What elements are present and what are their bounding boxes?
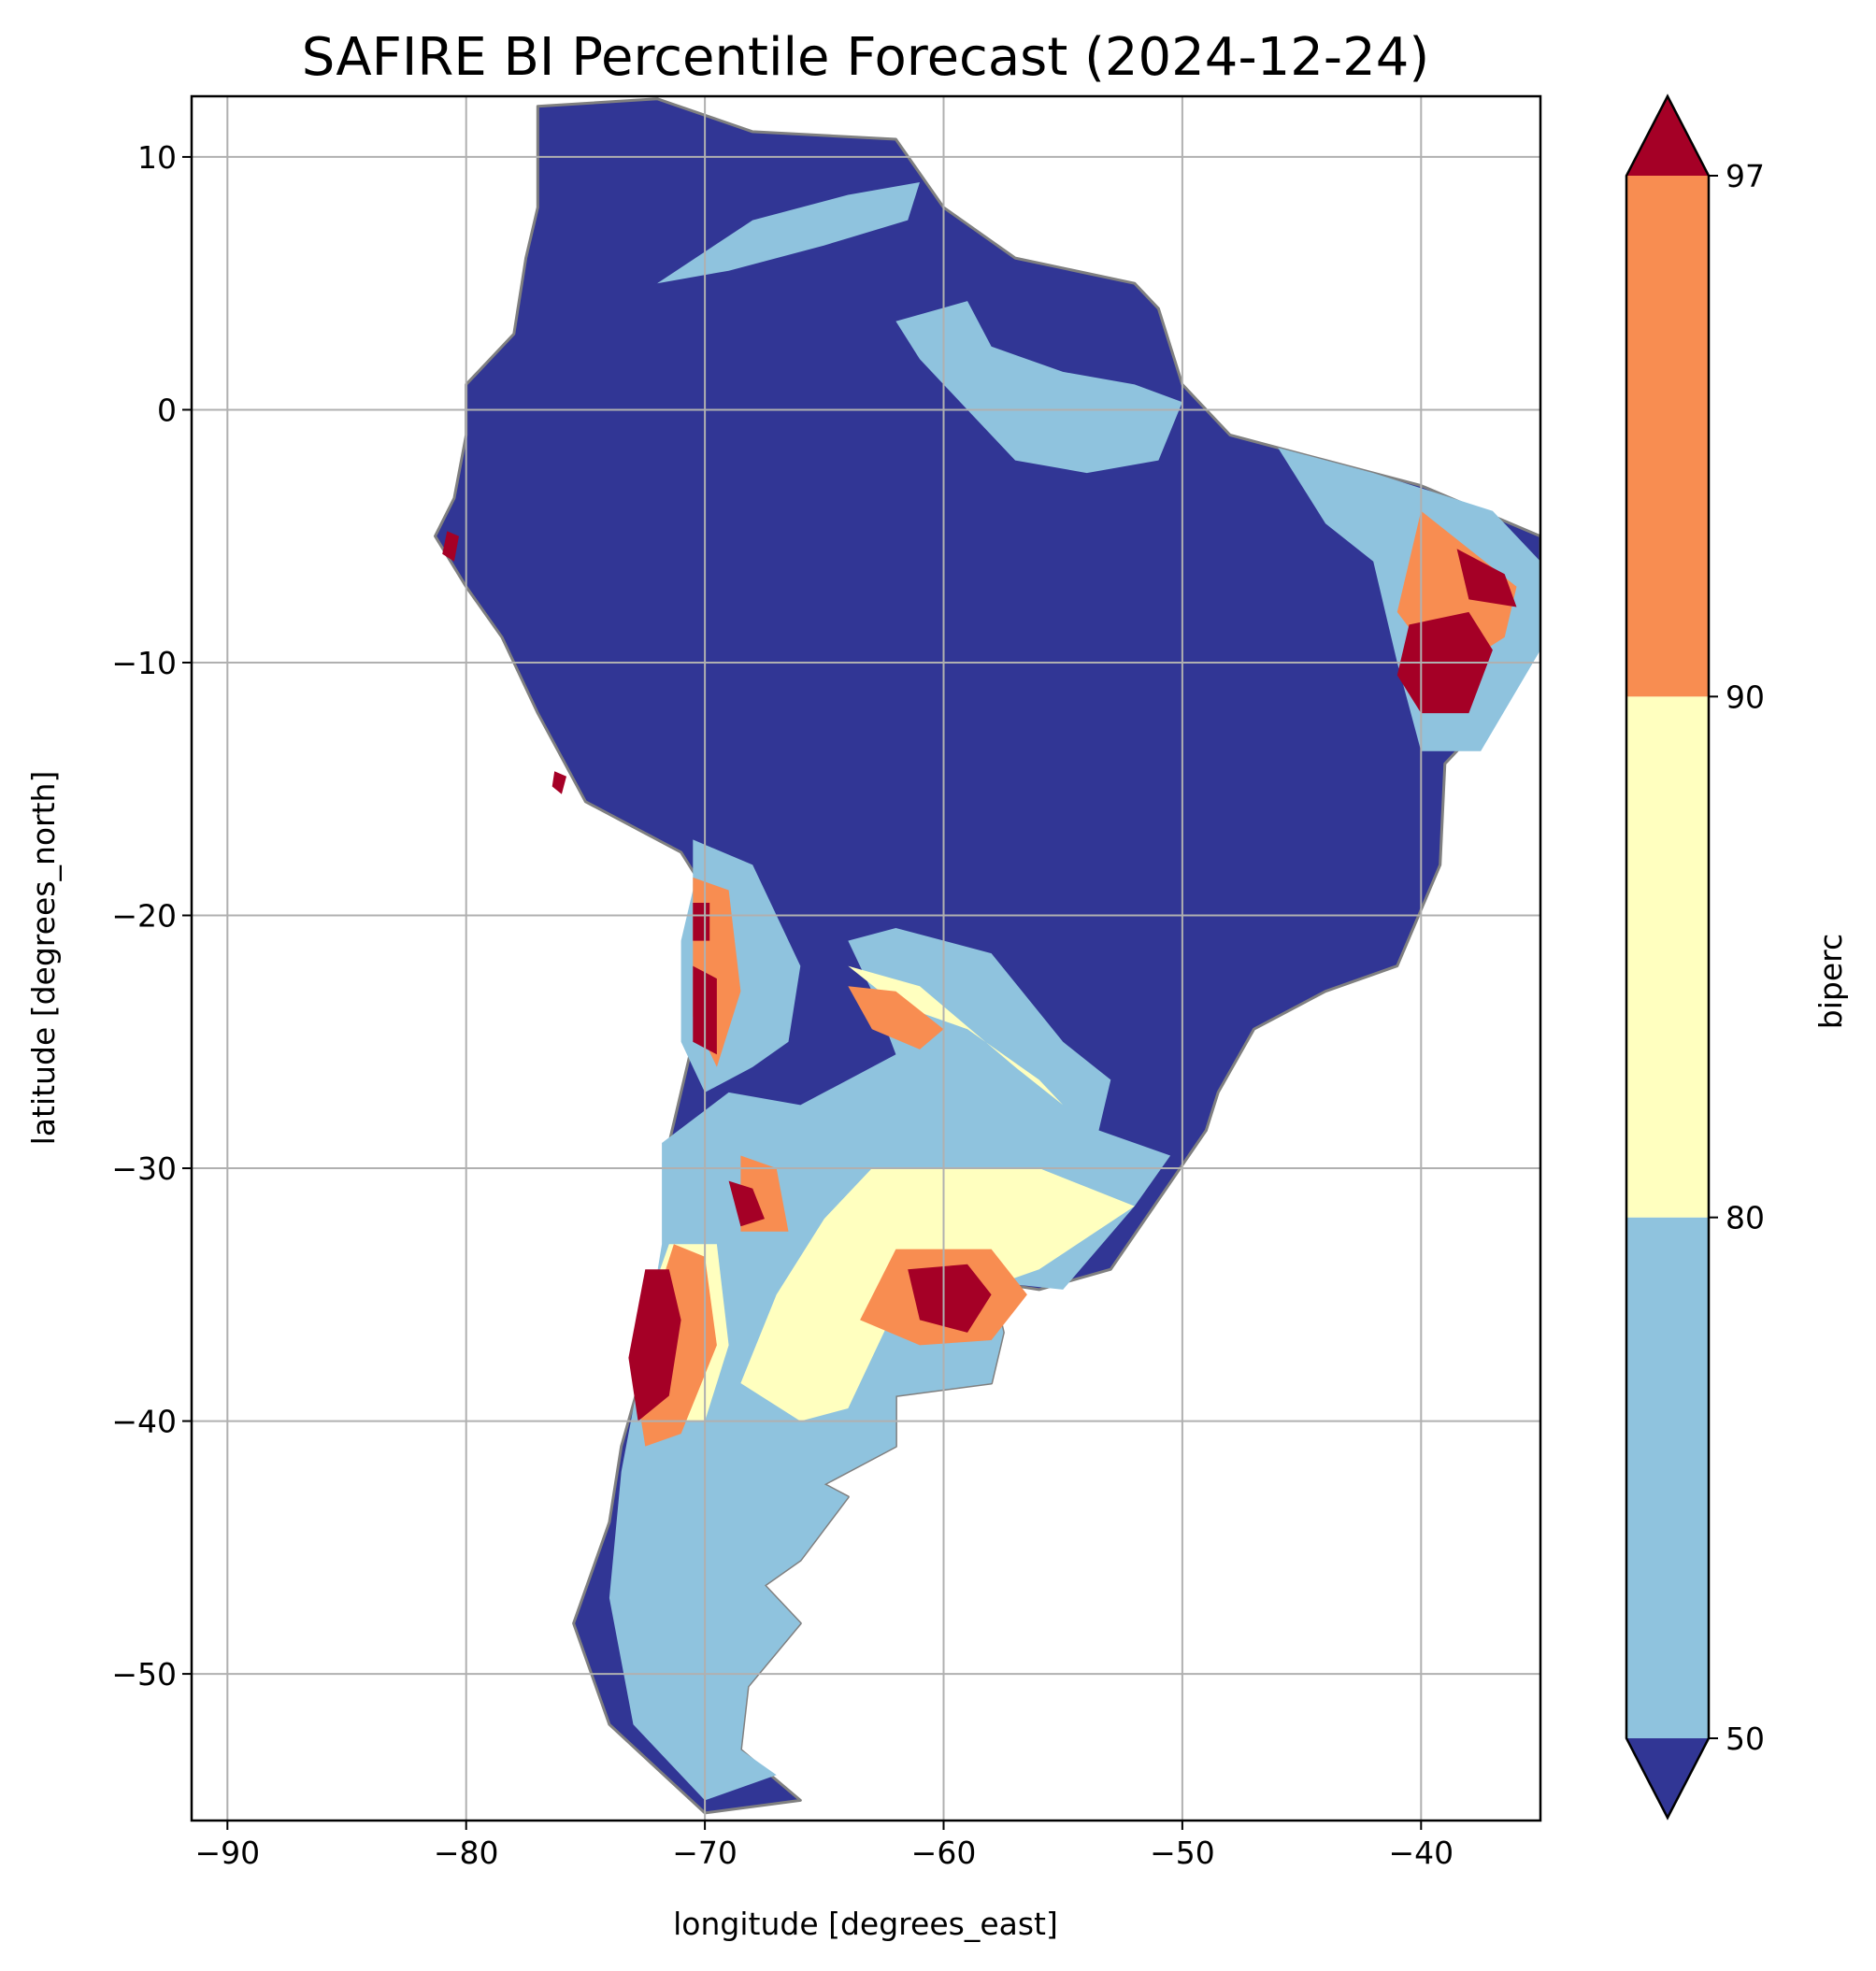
y-tick-label: −50	[111, 1656, 177, 1692]
region-above-97	[1456, 549, 1517, 607]
x-tick-label: −70	[672, 1835, 738, 1871]
x-tick-label: −60	[911, 1835, 977, 1871]
x-tick-label: −80	[434, 1835, 499, 1871]
y-tick-label: −20	[111, 898, 177, 935]
colorbar-band	[1626, 696, 1709, 1218]
region-50-80	[895, 301, 1182, 474]
region-above-97	[551, 771, 566, 794]
x-tick-label: −50	[1150, 1835, 1215, 1871]
x-tick-label: −90	[194, 1835, 260, 1871]
y-axis-label: latitude [degrees_north]	[25, 771, 62, 1146]
data-layer	[434, 97, 1540, 1815]
colorbar-under-arrow	[1626, 1738, 1709, 1818]
region-above-97	[728, 1180, 765, 1227]
x-tick-label: −40	[1388, 1835, 1454, 1871]
colorbar-band	[1626, 1217, 1709, 1738]
y-tick-label: 0	[157, 392, 177, 428]
colorbar-tick-label: 97	[1726, 158, 1765, 194]
map-axes: −90 −80 −70 −60 −50 −40 10 0 −10 −20 −30 −40 −50	[111, 94, 1542, 1871]
x-axis-label: longitude [degrees_east]	[673, 1906, 1058, 1942]
region-above-97	[693, 903, 710, 941]
gridlines	[192, 96, 1540, 1821]
region-50-80	[657, 182, 920, 284]
x-axis-ticks: −90 −80 −70 −60 −50 −40	[194, 1821, 1454, 1871]
region-50-80	[609, 928, 1171, 1801]
colorbar-over-arrow	[1626, 96, 1709, 176]
region-90-97	[848, 986, 944, 1050]
region-above-97	[628, 1269, 681, 1421]
y-tick-label: −10	[111, 645, 177, 681]
colorbar-tick-label: 50	[1726, 1721, 1765, 1757]
y-tick-label: −30	[111, 1150, 177, 1187]
map-title: SAFIRE BI Percentile Forecast (2024-12-2…	[302, 27, 1429, 88]
region-above-97	[908, 1264, 992, 1333]
colorbar-label: biperc	[1812, 934, 1849, 1029]
y-tick-label: −40	[111, 1404, 177, 1440]
axes-frame	[190, 94, 1542, 1822]
y-tick-label: 10	[137, 139, 177, 176]
region-above-97	[442, 531, 459, 562]
colorbar: 50 80 90 97	[1625, 93, 1765, 1821]
y-axis-ticks: 10 0 −10 −20 −30 −40 −50	[111, 139, 192, 1692]
colorbar-band	[1626, 176, 1709, 697]
colorbar-tick-label: 80	[1726, 1200, 1765, 1236]
colorbar-tick-label: 90	[1726, 678, 1765, 715]
